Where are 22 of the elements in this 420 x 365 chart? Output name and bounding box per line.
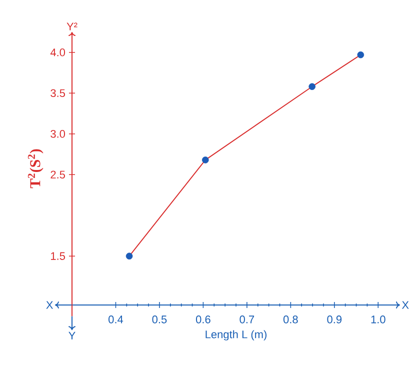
point	[308, 83, 316, 90]
y-axis-title: T$^{2}$(S$^{2}$)	[28, 149, 44, 188]
text: Y	[68, 332, 76, 340]
y-tick-label: 4.0	[50, 48, 66, 56]
x-tick-label: 0.6	[196, 316, 210, 324]
x-tick-label: 0.9	[327, 316, 342, 324]
x-tick-label: 0.7	[240, 316, 254, 324]
x-tick-label: 0.5	[152, 316, 167, 324]
text: X	[46, 301, 54, 309]
point	[357, 51, 364, 58]
point	[202, 156, 209, 164]
x-axis-title: Length L (m)	[206, 330, 266, 340]
point	[126, 252, 133, 260]
x-tick-label: 0.8	[283, 316, 298, 324]
x-tick-label: 0.4	[108, 316, 124, 324]
y-tick-label: 3.5	[50, 89, 65, 98]
text: Y²	[66, 22, 78, 30]
x-tick-label: 1.0	[371, 316, 386, 324]
y-tick-label: 1.5	[51, 252, 65, 260]
y-tick-label: 2.5	[50, 170, 65, 179]
y-tick-label: 3.0	[50, 130, 66, 138]
text: X	[402, 301, 409, 309]
